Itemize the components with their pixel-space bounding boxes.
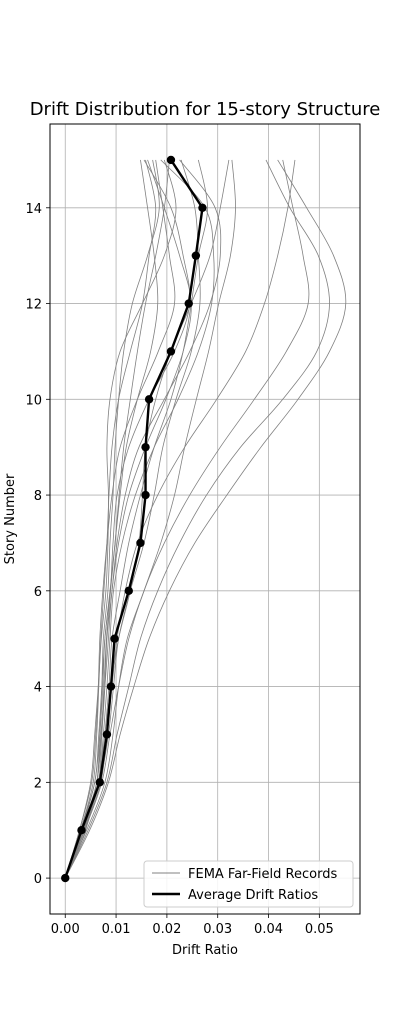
plot-frame	[49, 123, 361, 915]
legend-records-label: FEMA Far-Field Records	[188, 867, 337, 882]
average-point	[77, 826, 86, 835]
y-tick-label: 10	[25, 393, 42, 408]
record-line	[64, 159, 236, 879]
x-tick-label: 0.00	[51, 922, 80, 937]
record-line	[64, 159, 176, 879]
y-tick-label: 0	[34, 872, 42, 887]
x-tick-label: 0.01	[102, 922, 131, 937]
record-line	[64, 159, 160, 879]
average-point	[166, 155, 176, 165]
average-line	[64, 159, 204, 879]
average-point	[191, 251, 201, 260]
average-group	[61, 155, 207, 883]
average-point	[61, 873, 70, 883]
record-line	[64, 159, 170, 879]
x-axis-label: Drift Ratio	[172, 943, 238, 958]
average-point	[124, 586, 133, 596]
record-line	[64, 159, 310, 879]
x-tick-label: 0.04	[254, 922, 283, 937]
average-point	[198, 203, 207, 212]
chart-title: Drift Distribution for 15-story Structur…	[30, 99, 381, 120]
average-point	[144, 395, 154, 404]
record-line	[64, 159, 192, 879]
legend: FEMA Far-Field Records Average Drift Rat…	[143, 860, 354, 908]
average-point	[184, 299, 193, 308]
legend-box	[143, 860, 354, 908]
average-point	[141, 490, 150, 500]
record-line	[64, 159, 347, 879]
average-point	[95, 778, 105, 787]
x-tick-label: 0.05	[305, 922, 334, 937]
legend-average-label: Average Drift Ratios	[188, 888, 318, 903]
record-line	[64, 159, 330, 879]
y-tick-label: 14	[25, 202, 42, 217]
x-axis-ticks: 0.00 0.01 0.02 0.03 0.04 0.05	[51, 914, 334, 937]
y-tick-label: 6	[34, 585, 42, 600]
record-line	[64, 159, 159, 879]
y-tick-label: 8	[34, 489, 42, 504]
average-point	[141, 442, 150, 452]
y-axis-ticks: 0 2 4 6 8 10 12 14	[25, 202, 50, 887]
y-axis-label: Story Number	[3, 473, 18, 564]
record-line	[64, 159, 157, 879]
records-group	[64, 159, 347, 879]
x-tick-label: 0.02	[152, 922, 181, 937]
record-line	[64, 159, 215, 879]
y-tick-label: 12	[25, 298, 42, 313]
y-tick-label: 4	[34, 681, 42, 696]
x-tick-label: 0.03	[203, 922, 232, 937]
average-point	[166, 347, 176, 356]
average-point	[110, 634, 119, 643]
record-line	[64, 159, 177, 879]
average-point	[102, 730, 112, 739]
average-point	[106, 682, 116, 691]
average-point	[136, 538, 145, 548]
y-tick-label: 2	[34, 776, 42, 791]
record-line	[64, 159, 222, 879]
